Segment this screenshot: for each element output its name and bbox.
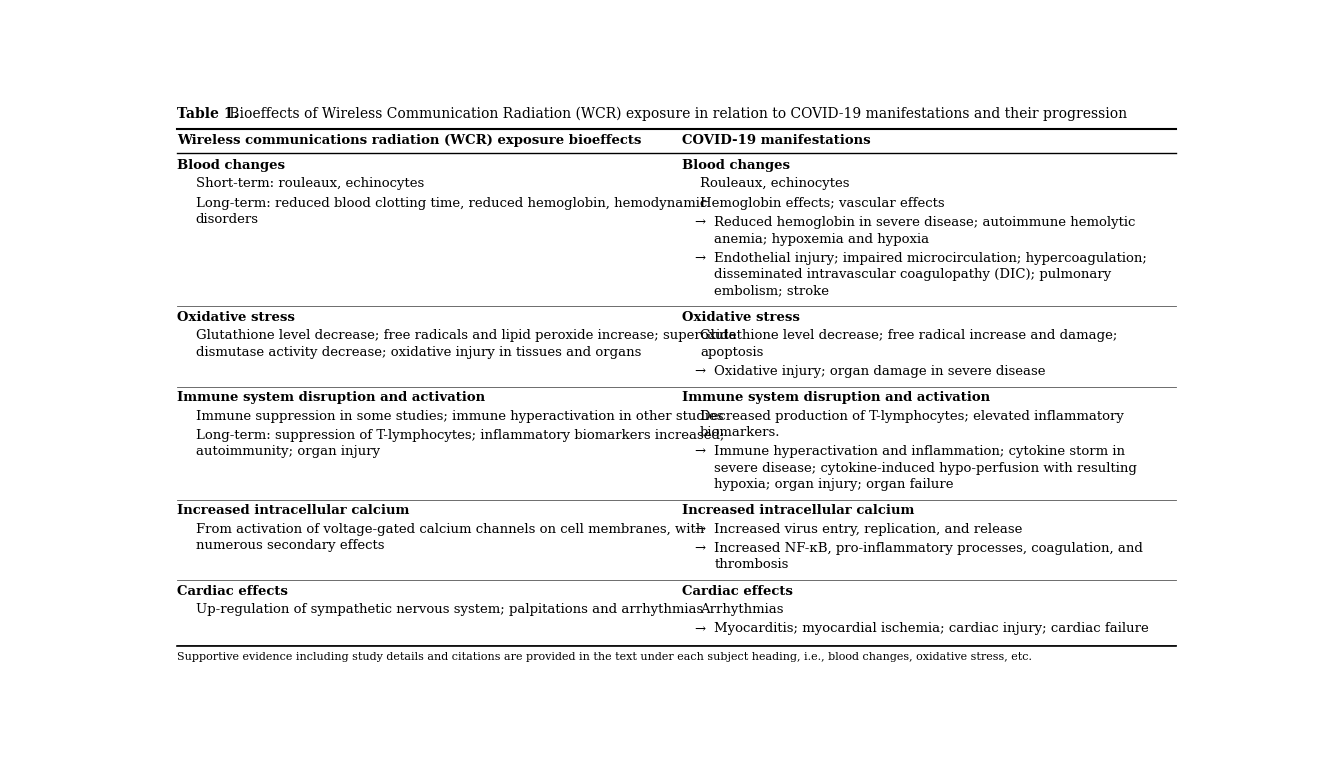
Text: Wireless communications radiation (WCR) exposure bioeffects: Wireless communications radiation (WCR) … <box>177 134 642 147</box>
Text: →: → <box>694 216 705 229</box>
Text: Increased virus entry, replication, and release: Increased virus entry, replication, and … <box>714 523 1023 536</box>
Text: Short-term: rouleaux, echinocytes: Short-term: rouleaux, echinocytes <box>195 177 424 190</box>
Text: Oxidative stress: Oxidative stress <box>177 311 296 324</box>
Text: Table 1.: Table 1. <box>177 106 239 121</box>
Text: Immune suppression in some studies; immune hyperactivation in other studies: Immune suppression in some studies; immu… <box>195 409 723 423</box>
Text: Cardiac effects: Cardiac effects <box>681 584 792 598</box>
Text: Endothelial injury; impaired microcirculation; hypercoagulation;
disseminated in: Endothelial injury; impaired microcircul… <box>714 251 1147 298</box>
Text: Long-term: suppression of T-lymphocytes; inflammatory biomarkers increased;
auto: Long-term: suppression of T-lymphocytes;… <box>195 429 725 458</box>
Text: Immune hyperactivation and inflammation; cytokine storm in
severe disease; cytok: Immune hyperactivation and inflammation;… <box>714 445 1138 491</box>
Text: COVID-19 manifestations: COVID-19 manifestations <box>681 134 870 147</box>
Text: Increased NF-κB, pro-inflammatory processes, coagulation, and
thrombosis: Increased NF-κB, pro-inflammatory proces… <box>714 542 1143 571</box>
Text: Immune system disruption and activation: Immune system disruption and activation <box>681 391 990 404</box>
Text: Arrhythmias: Arrhythmias <box>700 603 784 616</box>
Text: →: → <box>694 622 705 635</box>
Text: Hemoglobin effects; vascular effects: Hemoglobin effects; vascular effects <box>700 197 945 210</box>
Text: Increased intracellular calcium: Increased intracellular calcium <box>177 504 409 517</box>
Text: →: → <box>694 523 705 536</box>
Text: Oxidative stress: Oxidative stress <box>681 311 800 324</box>
Text: Blood changes: Blood changes <box>177 159 285 172</box>
Text: Glutathione level decrease; free radical increase and damage;
apoptosis: Glutathione level decrease; free radical… <box>700 329 1118 359</box>
Text: Long-term: reduced blood clotting time, reduced hemoglobin, hemodynamic
disorder: Long-term: reduced blood clotting time, … <box>195 197 708 226</box>
Text: →: → <box>694 251 705 264</box>
Text: Decreased production of T-lymphocytes; elevated inflammatory
biomarkers.: Decreased production of T-lymphocytes; e… <box>700 409 1123 439</box>
Text: Glutathione level decrease; free radicals and lipid peroxide increase; superoxid: Glutathione level decrease; free radical… <box>195 329 737 359</box>
Text: Immune system disruption and activation: Immune system disruption and activation <box>177 391 486 404</box>
Text: Reduced hemoglobin in severe disease; autoimmune hemolytic
anemia; hypoxemia and: Reduced hemoglobin in severe disease; au… <box>714 216 1135 245</box>
Text: Increased intracellular calcium: Increased intracellular calcium <box>681 504 913 517</box>
Text: Up-regulation of sympathetic nervous system; palpitations and arrhythmias: Up-regulation of sympathetic nervous sys… <box>195 603 704 616</box>
Text: Bioeffects of Wireless Communication Radiation (WCR) exposure in relation to COV: Bioeffects of Wireless Communication Rad… <box>226 106 1127 121</box>
Text: Cardiac effects: Cardiac effects <box>177 584 288 598</box>
Text: From activation of voltage-gated calcium channels on cell membranes, with
numero: From activation of voltage-gated calcium… <box>195 523 704 552</box>
Text: →: → <box>694 542 705 555</box>
Text: Rouleaux, echinocytes: Rouleaux, echinocytes <box>700 177 850 190</box>
Text: →: → <box>694 365 705 378</box>
Text: Oxidative injury; organ damage in severe disease: Oxidative injury; organ damage in severe… <box>714 365 1045 378</box>
Text: →: → <box>694 445 705 458</box>
Text: Myocarditis; myocardial ischemia; cardiac injury; cardiac failure: Myocarditis; myocardial ischemia; cardia… <box>714 622 1150 635</box>
Text: Blood changes: Blood changes <box>681 159 789 172</box>
Text: Supportive evidence including study details and citations are provided in the te: Supportive evidence including study deta… <box>177 651 1032 662</box>
